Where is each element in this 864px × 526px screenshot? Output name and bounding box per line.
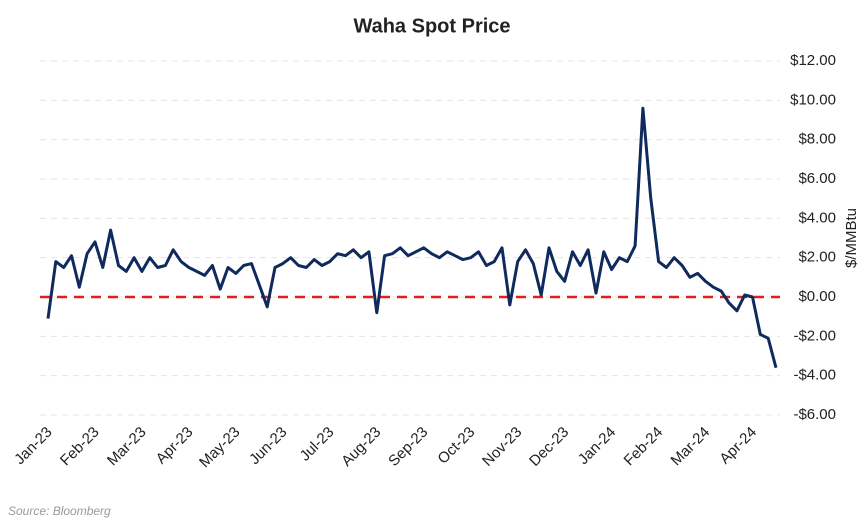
x-tick-label: Apr-23 (153, 424, 197, 468)
x-tick-label: Mar-23 (104, 424, 150, 470)
y-axis-label: $/MMBtu (843, 208, 860, 268)
y-tick-label: $0.00 (798, 288, 836, 305)
x-tick-label: Jun-23 (246, 424, 290, 468)
y-tick-label: $10.00 (790, 91, 836, 108)
x-tick-label: Feb-24 (621, 424, 667, 470)
y-tick-label: -$6.00 (793, 406, 836, 423)
x-tick-label: Aug-23 (338, 424, 384, 470)
y-tick-label: -$4.00 (793, 367, 836, 384)
x-tick-label: May-23 (196, 424, 243, 471)
x-tick-label: Jan-23 (11, 424, 55, 468)
x-tick-label: Nov-23 (479, 424, 525, 470)
x-tick-label: Sep-23 (385, 424, 431, 470)
x-tick-label: Jan-24 (575, 424, 619, 468)
x-tick-label: Mar-24 (668, 424, 714, 470)
chart-title: Waha Spot Price (353, 15, 510, 37)
y-tick-label: $4.00 (798, 209, 836, 226)
x-tick-label: Feb-23 (57, 424, 103, 470)
x-tick-label: Dec-23 (526, 424, 572, 470)
y-tick-label: $2.00 (798, 249, 836, 266)
x-tick-label: Jul-23 (297, 424, 338, 465)
y-tick-label: -$2.00 (793, 327, 836, 344)
y-tick-label: $6.00 (798, 170, 836, 187)
x-tick-label: Apr-24 (716, 424, 760, 468)
source: Source: Bloomberg (8, 504, 111, 518)
price-line (46, 106, 778, 369)
y-tick-label: $12.00 (790, 52, 836, 69)
x-tick-label: Oct-23 (434, 424, 478, 468)
y-tick-label: $8.00 (798, 131, 836, 148)
